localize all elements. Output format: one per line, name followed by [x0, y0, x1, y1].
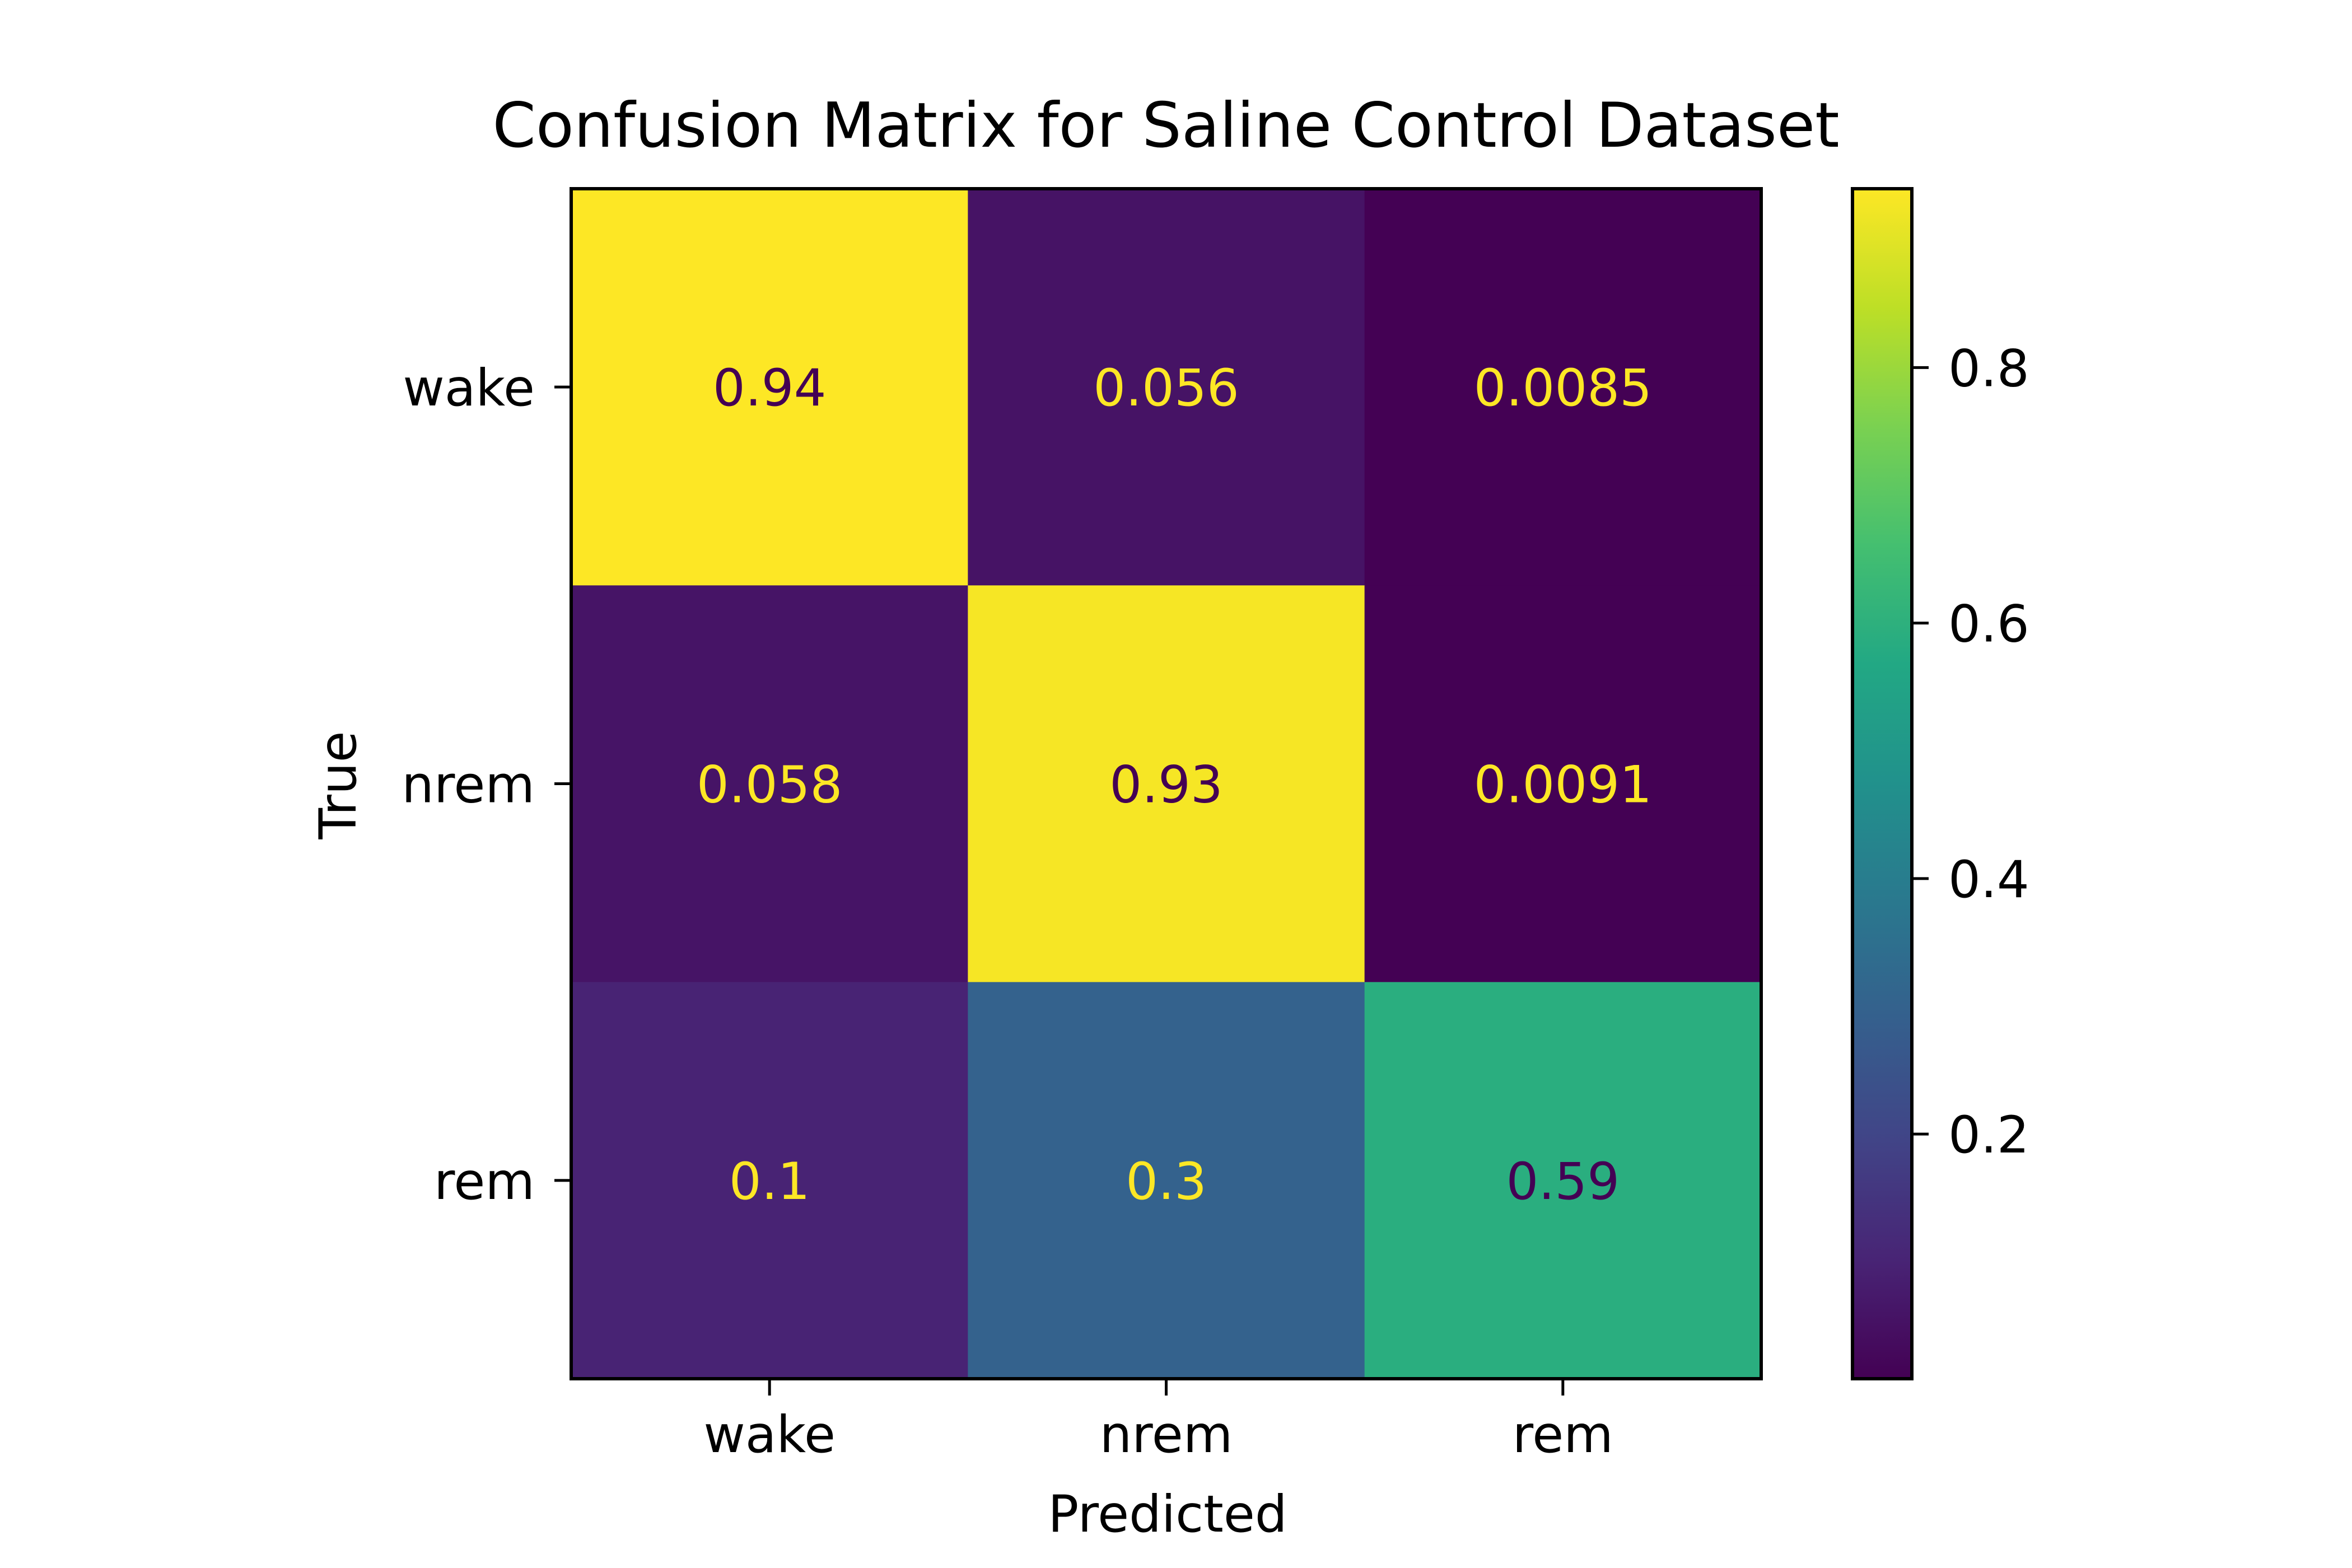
heatmap-cell-rem-nrem: [968, 982, 1365, 1379]
cell-value-wake-nrem: 0.056: [1093, 359, 1239, 418]
y-ticks: wake nrem rem: [402, 359, 571, 1211]
x-tick-label-wake: wake: [703, 1406, 836, 1464]
y-tick-label-nrem: nrem: [402, 756, 535, 815]
colorbar-tick-label-0.2: 0.2: [1948, 1106, 2029, 1165]
heatmap-cell-nrem-wake: [571, 585, 968, 983]
x-ticks: wake nrem rem: [703, 1379, 1613, 1464]
colorbar-tick-label-0.6: 0.6: [1948, 595, 2029, 654]
cell-labels: 0.94 0.056 0.0085 0.058 0.93 0.0091 0.1 0.3 0.59: [697, 359, 1652, 1211]
colorbar: [1852, 189, 1912, 1379]
y-axis-label: True: [309, 731, 368, 839]
heatmap-cell-rem-rem: [1364, 982, 1762, 1379]
cell-value-wake-rem: 0.0085: [1474, 359, 1652, 418]
colorbar-ticks: 0.2 0.4 0.6 0.8: [1912, 339, 2029, 1165]
y-tick-label-rem: rem: [434, 1152, 535, 1211]
heatmap-cell-wake-rem: [1364, 189, 1762, 586]
heatmap-cell-rem-wake: [571, 982, 968, 1379]
x-axis-label: Predicted: [1048, 1485, 1287, 1544]
cell-value-nrem-wake: 0.058: [697, 756, 843, 815]
cell-value-rem-rem: 0.59: [1506, 1152, 1620, 1211]
colorbar-tick-label-0.8: 0.8: [1948, 339, 2029, 398]
heatmap-cells: [571, 189, 1762, 1379]
chart-title: Confusion Matrix for Saline Control Data…: [492, 90, 1839, 162]
heatmap-cell-wake-nrem: [968, 189, 1365, 586]
cell-value-nrem-rem: 0.0091: [1474, 756, 1652, 815]
x-tick-label-rem: rem: [1513, 1406, 1613, 1464]
x-tick-label-nrem: nrem: [1100, 1406, 1233, 1464]
cell-value-rem-wake: 0.1: [729, 1152, 810, 1211]
heatmap-cell-wake-wake: [571, 189, 968, 586]
colorbar-tick-label-0.4: 0.4: [1948, 851, 2029, 909]
cell-value-rem-nrem: 0.3: [1126, 1152, 1207, 1211]
y-tick-label-wake: wake: [403, 359, 535, 418]
heatmap-cell-nrem-rem: [1364, 585, 1762, 983]
colorbar-frame: [1851, 187, 1914, 1380]
cell-value-wake-wake: 0.94: [713, 359, 827, 418]
heatmap-cell-nrem-nrem: [968, 585, 1365, 983]
cell-value-nrem-nrem: 0.93: [1109, 756, 1223, 815]
